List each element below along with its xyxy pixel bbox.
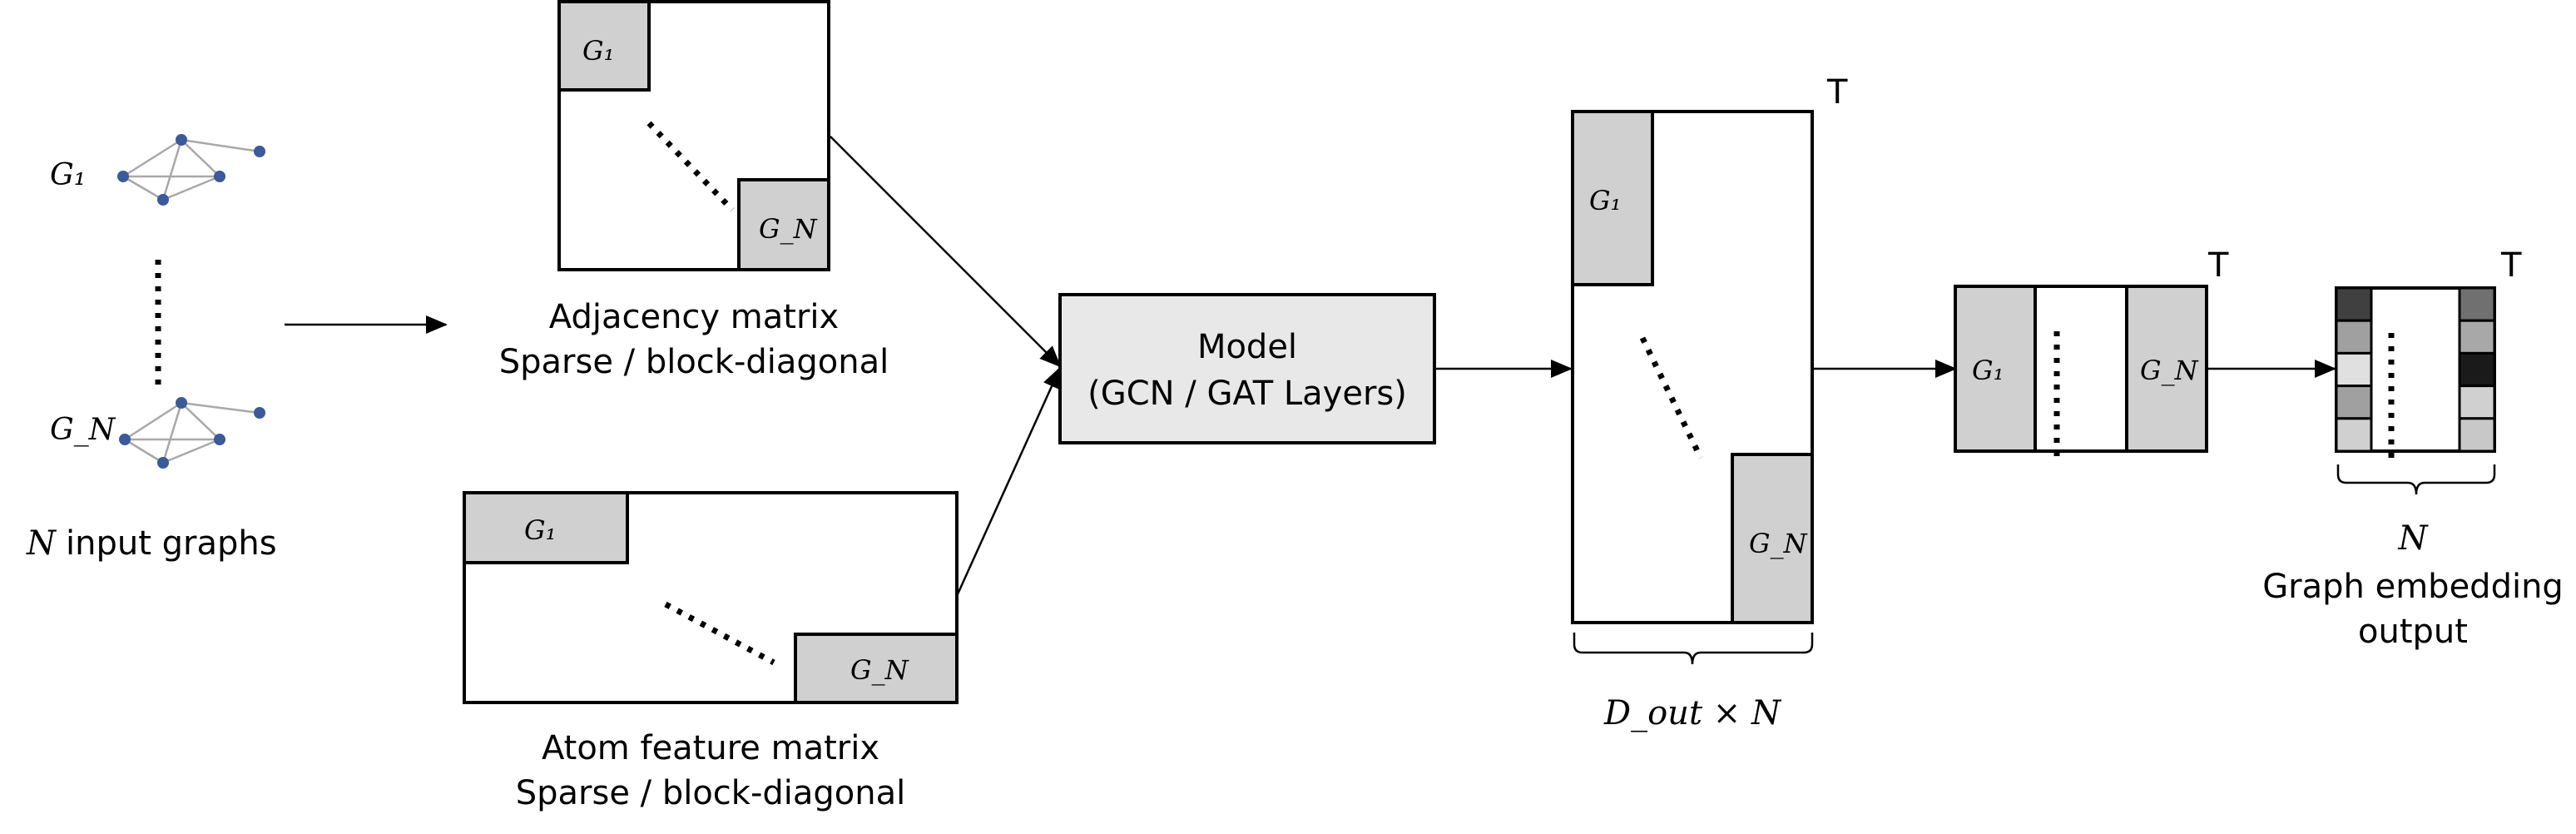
embedding-cell <box>2458 385 2496 420</box>
node-output-block-first-label: G₁ <box>1589 185 1621 216</box>
graph-label-last: G_N <box>50 413 116 447</box>
embedding-cell <box>2458 319 2496 355</box>
atom-feature-matrix-group: G₁ G_N Atom feature matrix Sparse / bloc… <box>463 491 959 812</box>
atom-block-last-label: G_N <box>850 654 909 686</box>
input-graphs-group: G₁ G_N <box>26 134 277 563</box>
atom-to-model-arrow <box>955 366 1062 597</box>
embedding-cell <box>2458 351 2496 388</box>
atom-caption-line1: Atom feature matrix <box>542 729 879 767</box>
graph-icon-last <box>119 397 265 469</box>
graph-icon-first <box>117 134 265 206</box>
pooled-block-last-label: G_N <box>2140 355 2199 386</box>
node-output-brace <box>1573 633 1814 665</box>
adjacency-matrix-group: G₁ G_N Adjacency matrix Sparse / block-d… <box>499 0 889 381</box>
embedding-cell <box>2335 417 2373 453</box>
embedding-caption-line2: output <box>2358 613 2468 651</box>
atom-block-first <box>463 491 629 564</box>
embedding-cell <box>2335 351 2373 388</box>
adjacency-block-last <box>737 178 830 271</box>
adjacency-block-first-label: G₁ <box>582 35 614 67</box>
graph-label-first: G₁ <box>50 158 86 192</box>
pooled-block-first-label: G₁ <box>1972 355 2004 386</box>
embedding-group: T N Graph embedding output <box>2262 246 2564 651</box>
adjacency-caption-line1: Adjacency matrix <box>549 298 839 336</box>
node-output-block-last-label: G_N <box>1749 528 1808 559</box>
embedding-brace <box>2336 464 2496 495</box>
adjacency-block-last-label: G_N <box>759 213 818 245</box>
embedding-caption-line1: Graph embedding <box>2262 568 2564 606</box>
atom-block-first-label: G₁ <box>524 514 556 546</box>
pooled-transpose: T <box>2207 246 2229 285</box>
node-output-block-first <box>1571 110 1654 286</box>
node-output-group: G₁ G_N T D_out × N <box>1571 73 1848 732</box>
atom-block-last <box>794 633 959 704</box>
pooled-group: G₁ G_N T <box>1954 246 2229 456</box>
adjacency-caption-line2: Sparse / block-diagonal <box>499 343 889 381</box>
adjacency-block-first <box>557 0 651 92</box>
model-title: Model <box>1197 328 1297 366</box>
embedding-transpose: T <box>2500 246 2522 285</box>
embedding-cell <box>2458 417 2496 453</box>
node-output-transpose: T <box>1826 73 1848 112</box>
embedding-right-column <box>2458 286 2496 453</box>
embedding-cell <box>2335 319 2373 355</box>
model-group: Model (GCN / GAT Layers) <box>1058 293 1436 444</box>
pooled-block-first <box>1954 285 2037 453</box>
atom-caption-line2: Sparse / block-diagonal <box>516 774 906 812</box>
embedding-left-column <box>2335 286 2373 453</box>
pooled-block-last <box>2125 285 2208 453</box>
embedding-cell <box>2335 286 2373 322</box>
node-output-block-last <box>1731 453 1814 624</box>
adjacency-to-model-arrow <box>830 136 1062 368</box>
embedding-cell <box>2458 286 2496 322</box>
model-subtitle: (GCN / GAT Layers) <box>1087 375 1407 413</box>
node-output-diagonal-dots <box>1639 336 1704 459</box>
embedding-cell <box>2335 385 2373 420</box>
model-box <box>1058 293 1436 444</box>
embedding-dim-label: N <box>2398 519 2430 558</box>
node-output-dim-label: D_out × N <box>1603 694 1782 732</box>
